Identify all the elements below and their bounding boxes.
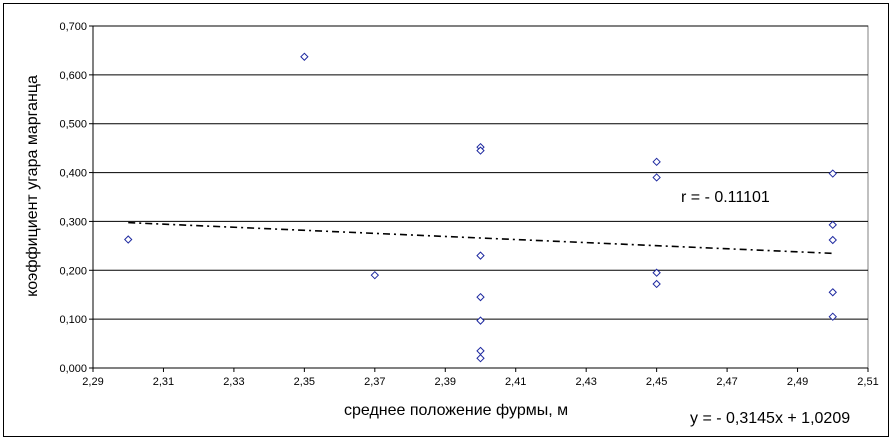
y-tick-labels: 0,000 0,100 0,200 0,300 0,400 0,500 0,600 0,700 [59, 21, 87, 375]
data-point [476, 292, 485, 302]
x-tick-label: 2,29 [82, 376, 103, 388]
data-point [828, 312, 837, 321]
x-tick-label: 2,49 [787, 376, 808, 388]
data-point [652, 279, 661, 289]
data-point [828, 288, 837, 297]
y-tick-label: 0,500 [59, 119, 87, 131]
data-point [652, 157, 661, 167]
data-point [828, 169, 837, 178]
x-tick-label: 2,39 [435, 376, 456, 388]
data-point [476, 354, 485, 363]
x-tick-label: 2,51 [857, 376, 878, 388]
x-tick-labels: 2,29 2,31 2,33 2,35 2,37 2,39 2,41 2,43 2,45 2,47… [82, 376, 878, 388]
x-axis-label: среднее положение фурмы, м [344, 402, 569, 419]
y-tick-label: 0,100 [59, 314, 87, 326]
x-tick-label: 2,35 [294, 376, 315, 388]
x-tick-label: 2,41 [505, 376, 526, 388]
data-point [476, 146, 485, 155]
data-point [476, 316, 485, 325]
data-point [124, 235, 133, 244]
x-tick-label: 2,47 [716, 376, 737, 388]
data-point [370, 270, 380, 280]
data-point [652, 173, 661, 182]
x-tick-label: 2,43 [575, 376, 596, 388]
data-point [828, 235, 837, 245]
x-tick-label: 2,31 [153, 376, 174, 388]
y-tick-label: 0,400 [59, 168, 87, 180]
x-tick-label: 2,33 [223, 376, 244, 388]
y-tick-label: 0,700 [59, 21, 87, 33]
data-point [652, 268, 661, 277]
trendline-path [128, 221, 833, 255]
axes [89, 25, 869, 372]
y-tick-label: 0,300 [59, 216, 87, 228]
data-point [300, 52, 309, 61]
correlation-annotation: r = - 0.11101 [681, 189, 770, 206]
data-point [476, 251, 485, 260]
data-point [828, 220, 837, 230]
y-tick-label: 0,200 [59, 265, 87, 277]
y-tick-label: 0,000 [59, 363, 87, 375]
y-tick-label: 0,600 [59, 70, 87, 82]
chart-frame [3, 3, 889, 437]
trendline [128, 221, 833, 255]
x-tick-label: 2,37 [364, 376, 385, 388]
trend-equation-annotation: y = - 0,3145x + 1,0209 [690, 410, 851, 427]
y-axis-label: коэффициент угара марганца [24, 75, 41, 297]
x-tick-label: 2,45 [646, 376, 667, 388]
data-points [124, 52, 837, 363]
